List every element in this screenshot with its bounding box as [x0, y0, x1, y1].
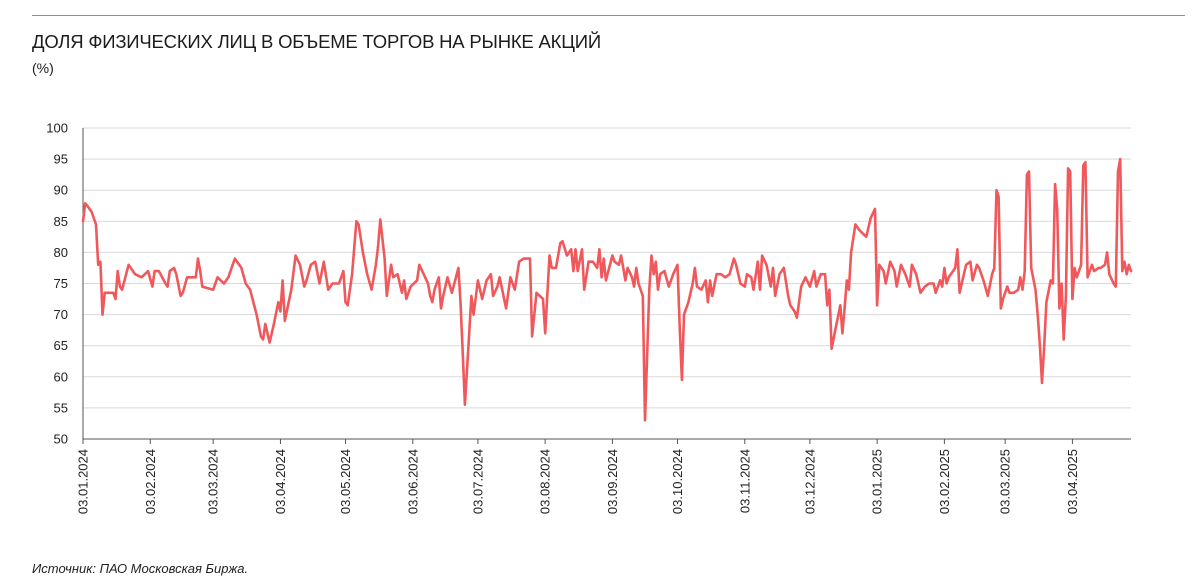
y-tick-label-75: 75 — [54, 276, 68, 291]
y-tick-label-65: 65 — [54, 338, 68, 353]
x-tick-label-9: 03.10.2024 — [670, 449, 685, 514]
x-tick-label-7: 03.08.2024 — [538, 449, 553, 514]
x-tick-label-13: 03.02.2025 — [937, 449, 952, 514]
x-tick-label-6: 03.07.2024 — [470, 449, 485, 514]
top-accent-rule — [32, 15, 1185, 16]
x-tick-label-12: 03.01.2025 — [870, 449, 885, 514]
x-tick-label-2: 03.03.2024 — [206, 449, 221, 514]
source-note: Источник: ПАО Московская Биржа. — [32, 561, 249, 576]
x-tick-label-14: 03.03.2025 — [998, 449, 1013, 514]
x-axis: 03.01.2024 03.02.2024 03.03.2024 03.04.2024… — [76, 438, 1131, 514]
x-tick-label-0: 03.01.2024 — [76, 449, 91, 514]
y-axis: 50 55 60 65 70 75 80 85 90 95 100 — [46, 121, 84, 447]
gridlines — [83, 127, 1131, 440]
y-tick-label-50: 50 — [54, 432, 68, 447]
x-tick-label-10: 03.11.2024 — [737, 449, 752, 513]
y-tick-label-95: 95 — [54, 152, 68, 167]
x-tick-label-8: 03.09.2024 — [605, 449, 620, 514]
y-tick-label-55: 55 — [54, 400, 68, 415]
series-group — [81, 157, 1133, 422]
y-tick-label-90: 90 — [54, 183, 68, 198]
x-tick-label-4: 03.05.2024 — [338, 449, 353, 514]
x-tick-label-3: 03.04.2024 — [273, 449, 288, 514]
chart-title: ДОЛЯ ФИЗИЧЕСКИХ ЛИЦ В ОБЪЕМЕ ТОРГОВ НА Р… — [32, 31, 601, 52]
y-tick-label-70: 70 — [54, 307, 68, 322]
y-tick-label-60: 60 — [54, 369, 68, 384]
chart-unit-label: (%) — [32, 60, 54, 76]
x-tick-label-15: 03.04.2025 — [1065, 449, 1080, 514]
series-line-0 — [81, 157, 1133, 422]
x-tick-label-1: 03.02.2024 — [143, 449, 158, 514]
y-tick-label-100: 100 — [46, 121, 68, 136]
x-tick-label-11: 03.12.2024 — [802, 449, 817, 514]
x-tick-label-5: 03.06.2024 — [405, 449, 420, 514]
y-tick-label-85: 85 — [54, 214, 68, 229]
y-tick-label-80: 80 — [54, 245, 68, 260]
